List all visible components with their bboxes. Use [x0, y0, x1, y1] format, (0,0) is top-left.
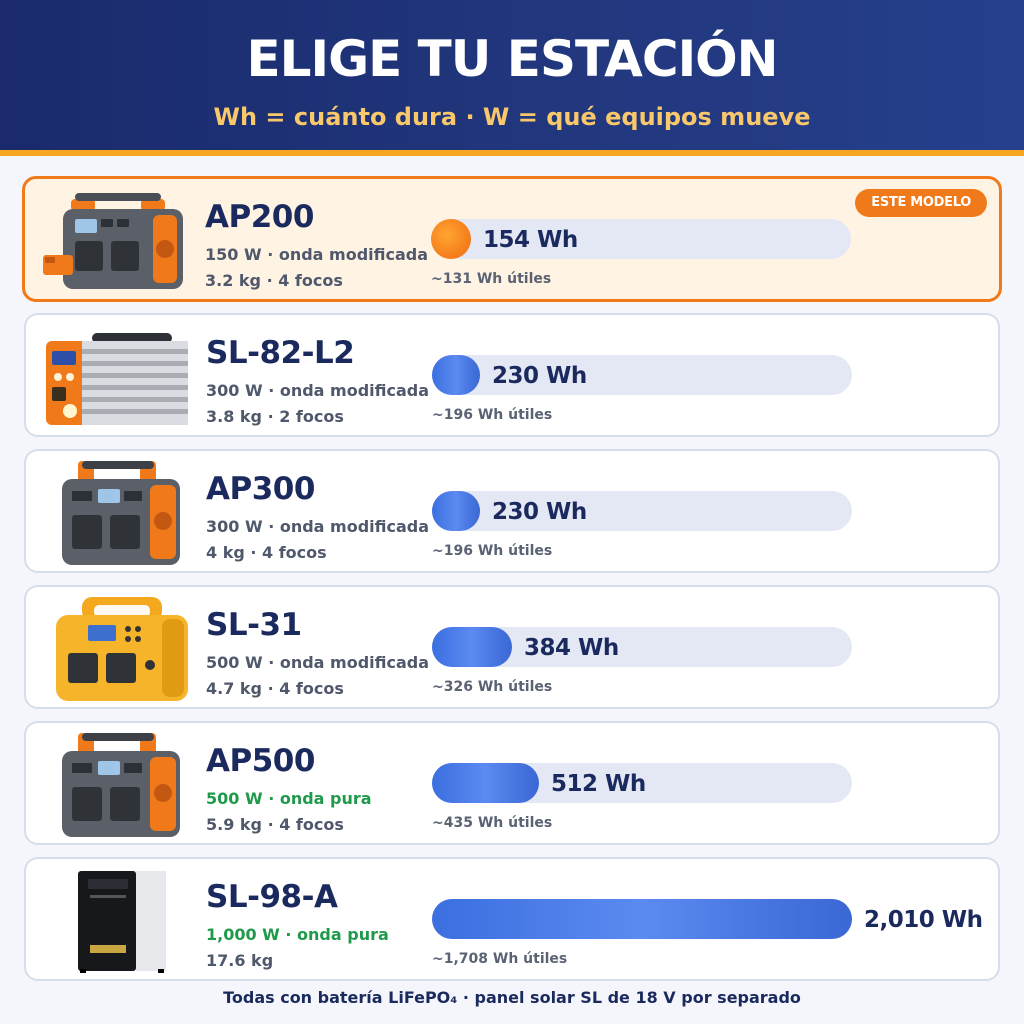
- model-weight-spec: 5.9 kg · 4 focos: [206, 815, 344, 834]
- model-weight-spec: 17.6 kg: [206, 951, 274, 970]
- capacity-bar-track: [432, 355, 852, 395]
- capacity-bar-track: [432, 899, 852, 939]
- yellow-power-station-icon: [56, 597, 188, 701]
- model-card-ap300[interactable]: AP300 300 W · onda modificada 4 kg · 4 f…: [24, 449, 1000, 573]
- capacity-label: 154 Wh: [483, 227, 578, 253]
- useful-capacity-label: ~196 Wh útiles: [432, 543, 553, 559]
- capacity-bar-fill: [432, 899, 852, 939]
- model-weight-spec: 4 kg · 4 focos: [206, 543, 327, 562]
- model-card-ap200[interactable]: ESTE MODELO AP200 150 W · onda modificad…: [22, 176, 1002, 302]
- gray-orange-power-station-icon: [62, 733, 180, 837]
- useful-capacity-label: ~326 Wh útiles: [432, 679, 553, 695]
- useful-capacity-label: ~1,708 Wh útiles: [432, 951, 568, 967]
- orange-gray-power-station-icon: [43, 193, 183, 289]
- useful-capacity-label: ~196 Wh útiles: [432, 407, 553, 423]
- capacity-bar-fill: [432, 491, 480, 531]
- capacity-label: 230 Wh: [492, 499, 587, 525]
- capacity-bar-track: [432, 491, 852, 531]
- capacity-bar-fill: [432, 763, 539, 803]
- model-power-spec: 300 W · onda modificada: [206, 381, 430, 400]
- model-card-sl-82-l2[interactable]: SL-82-L2 300 W · onda modificada 3.8 kg …: [24, 313, 1000, 437]
- model-name: SL-82-L2: [206, 335, 355, 371]
- capacity-bar-fill: [432, 627, 512, 667]
- capacity-bar-fill: [431, 219, 471, 259]
- capacity-bar-track: [432, 763, 852, 803]
- model-name: SL-98-A: [206, 879, 338, 915]
- footer-note: Todas con batería LiFePO₄ · panel solar …: [223, 988, 801, 1007]
- model-card-sl-98-a[interactable]: SL-98-A 1,000 W · onda pura 17.6 kg 2,01…: [24, 857, 1000, 981]
- model-power-spec: 1,000 W · onda pura: [206, 925, 389, 944]
- header-accent-bar: [0, 150, 1024, 156]
- capacity-bar-fill: [432, 355, 480, 395]
- capacity-bar-track: [431, 219, 851, 259]
- page-subtitle: Wh = cuánto dura · W = qué equipos mueve: [213, 103, 811, 131]
- model-name: AP500: [206, 743, 315, 779]
- current-model-badge: ESTE MODELO: [855, 189, 987, 217]
- gray-orange-power-station-icon: [62, 461, 180, 565]
- capacity-label: 384 Wh: [524, 635, 619, 661]
- model-power-spec: 150 W · onda modificada: [205, 245, 429, 264]
- model-card-sl-31[interactable]: SL-31 500 W · onda modificada 4.7 kg · 4…: [24, 585, 1000, 709]
- header-banner: ELIGE TU ESTACIÓN Wh = cuánto dura · W =…: [0, 0, 1024, 150]
- page-title: ELIGE TU ESTACIÓN: [246, 30, 778, 88]
- capacity-label: 230 Wh: [492, 363, 587, 389]
- model-power-spec: 300 W · onda modificada: [206, 517, 430, 536]
- model-weight-spec: 3.8 kg · 2 focos: [206, 407, 344, 426]
- model-weight-spec: 3.2 kg · 4 focos: [205, 271, 343, 290]
- model-weight-spec: 4.7 kg · 4 focos: [206, 679, 344, 698]
- silver-finned-power-station-icon: [46, 333, 188, 425]
- model-card-ap500[interactable]: AP500 500 W · onda pura 5.9 kg · 4 focos…: [24, 721, 1000, 845]
- white-black-tower-station-icon: [78, 871, 166, 973]
- capacity-bar-track: [432, 627, 852, 667]
- useful-capacity-label: ~435 Wh útiles: [432, 815, 553, 831]
- model-name: AP300: [206, 471, 315, 507]
- model-name: SL-31: [206, 607, 302, 643]
- useful-capacity-label: ~131 Wh útiles: [431, 271, 552, 287]
- capacity-label: 512 Wh: [551, 771, 646, 797]
- capacity-label: 2,010 Wh: [864, 907, 983, 933]
- model-power-spec: 500 W · onda modificada: [206, 653, 430, 672]
- model-name: AP200: [205, 199, 314, 235]
- model-power-spec: 500 W · onda pura: [206, 789, 372, 808]
